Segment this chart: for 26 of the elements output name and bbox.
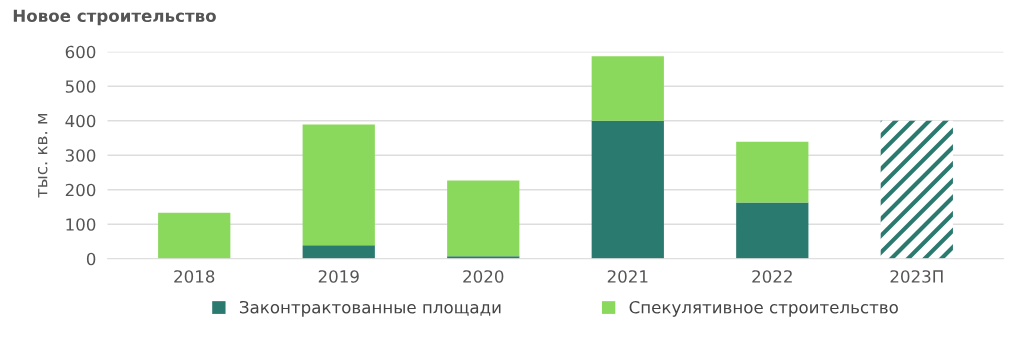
y-tick-label: 0	[86, 252, 96, 266]
bar	[591, 56, 664, 121]
legend-label: Законтрактованные площади	[239, 300, 501, 317]
y-axis-title: тыс. кв. м	[37, 113, 48, 198]
x-tick-label: 2018	[174, 270, 215, 283]
x-tick-label: 2022	[752, 270, 792, 283]
bar	[736, 141, 809, 203]
x-tick-label: 2021	[607, 270, 648, 283]
bar	[880, 120, 953, 259]
y-tick-label: 200	[65, 183, 96, 197]
y-tick-label: 500	[65, 80, 96, 93]
y-tick-label: 100	[66, 218, 96, 231]
y-tick-label: 300	[65, 149, 96, 162]
x-tick-label: 2019	[318, 270, 359, 283]
bar	[158, 212, 231, 259]
x-tick-label: 2023П	[890, 270, 943, 283]
bar	[302, 124, 375, 246]
bar	[447, 180, 520, 257]
y-tick-label: 400	[65, 114, 96, 128]
chart-title: Новое строительство	[13, 9, 216, 26]
legend-label: Спекулятивное строительство	[629, 300, 898, 317]
bar	[736, 202, 809, 259]
y-tick-label: 600	[65, 45, 96, 59]
bar	[302, 245, 375, 259]
x-tick-label: 2020	[463, 270, 504, 283]
bar	[591, 120, 664, 259]
